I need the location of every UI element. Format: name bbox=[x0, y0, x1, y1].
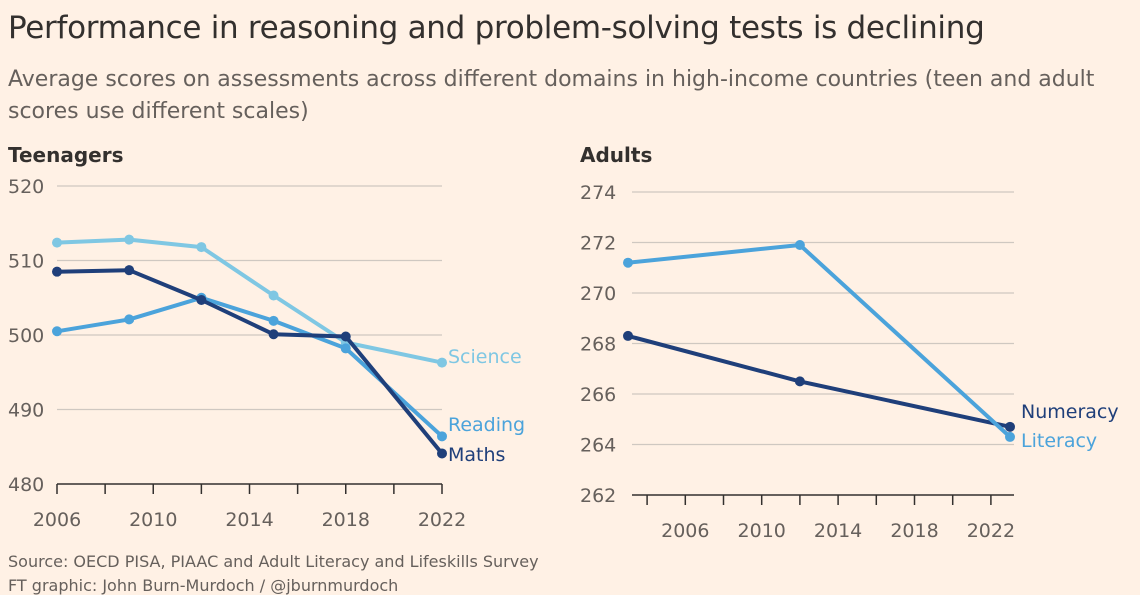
teenagers-x-tick-label: 2010 bbox=[129, 509, 177, 531]
adults-x-tick-label: 2022 bbox=[967, 520, 1015, 542]
maths-data-point bbox=[52, 266, 62, 277]
reading-data-point bbox=[124, 314, 135, 325]
science-data-point bbox=[196, 242, 207, 253]
maths-data-point bbox=[268, 329, 279, 340]
maths-data-point bbox=[437, 448, 447, 459]
reading-series-line bbox=[55, 295, 444, 439]
source-note: Source: OECD PISA, PIAAC and Adult Liter… bbox=[8, 552, 539, 571]
maths-data-point bbox=[124, 265, 135, 276]
teenagers-x-tick-label: 2006 bbox=[33, 509, 81, 531]
adults-y-tick-label: 274 bbox=[580, 182, 616, 204]
teenagers-y-tick-label: 490 bbox=[8, 400, 44, 422]
literacy-data-point bbox=[794, 240, 805, 251]
adults-y-tick-label: 268 bbox=[580, 334, 616, 356]
adults-x-tick-label: 2018 bbox=[890, 520, 938, 542]
adults-x-tick-label: 2010 bbox=[738, 520, 786, 542]
numeracy-series-line bbox=[626, 333, 1012, 429]
maths-series-line bbox=[55, 268, 444, 456]
reading-data-point bbox=[340, 343, 351, 354]
adults-x-tick-label: 2006 bbox=[661, 520, 709, 542]
science-data-point bbox=[52, 237, 62, 248]
teenagers-y-tick-label: 520 bbox=[8, 176, 44, 198]
numeracy-data-point bbox=[1005, 421, 1015, 432]
literacy-data-point bbox=[1005, 431, 1015, 442]
numeracy-data-point bbox=[623, 330, 633, 341]
adults-y-tick-label: 264 bbox=[580, 435, 616, 457]
teenagers-x-tick-label: 2018 bbox=[322, 509, 370, 531]
science-series-line bbox=[55, 237, 444, 365]
literacy-series-line bbox=[626, 243, 1012, 439]
byline-note: FT graphic: John Burn-Murdoch / @jburnmu… bbox=[8, 576, 399, 595]
numeracy-data-point bbox=[794, 376, 805, 387]
reading-series-label: Reading bbox=[448, 414, 525, 436]
science-data-point bbox=[437, 357, 447, 368]
numeracy-series-label: Numeracy bbox=[1021, 401, 1119, 423]
adults-y-tick-label: 262 bbox=[580, 485, 616, 507]
teenagers-x-tick-label: 2014 bbox=[225, 509, 273, 531]
reading-data-point bbox=[268, 315, 279, 326]
science-data-point bbox=[268, 290, 279, 301]
science-data-point bbox=[124, 234, 135, 245]
science-series-label: Science bbox=[448, 346, 522, 368]
adults-y-tick-label: 272 bbox=[580, 233, 616, 255]
reading-data-point bbox=[52, 326, 62, 337]
maths-data-point bbox=[196, 294, 207, 305]
maths-data-point bbox=[340, 331, 351, 342]
panel-title-teenagers: Teenagers bbox=[8, 143, 124, 167]
adults-y-tick-label: 266 bbox=[580, 384, 616, 406]
teenagers-x-tick-label: 2022 bbox=[418, 509, 466, 531]
literacy-series-label: Literacy bbox=[1021, 430, 1097, 452]
chart-subtitle: Average scores on assessments across dif… bbox=[8, 67, 1095, 124]
teenagers-y-tick-label: 510 bbox=[8, 251, 44, 273]
panel-title-adults: Adults bbox=[580, 143, 653, 167]
teenagers-y-tick-label: 500 bbox=[8, 325, 44, 347]
adults-y-tick-label: 270 bbox=[580, 283, 616, 305]
chart-title: Performance in reasoning and problem-sol… bbox=[8, 10, 985, 46]
maths-series-label: Maths bbox=[448, 444, 505, 466]
literacy-data-point bbox=[623, 257, 633, 268]
adults-x-tick-label: 2014 bbox=[814, 520, 862, 542]
teenagers-y-tick-label: 480 bbox=[8, 474, 44, 496]
reading-data-point bbox=[437, 431, 447, 442]
